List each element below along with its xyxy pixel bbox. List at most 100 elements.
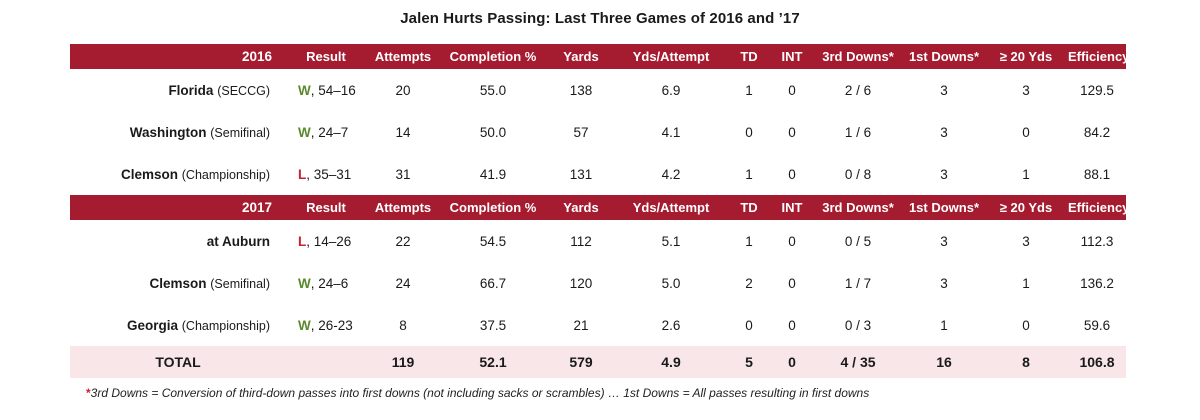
cell-completion-pct: 50.0	[479, 124, 507, 140]
cell-twenty-plus: 1	[1022, 275, 1030, 291]
cell-yards: 120	[569, 275, 593, 291]
total-twenty-plus: 8	[984, 346, 1068, 378]
cell-efficiency: 84.2	[1083, 124, 1111, 140]
cell-efficiency: 59.6	[1083, 317, 1111, 333]
total-int: 0	[772, 346, 812, 378]
cell-completion-pct: 41.9	[479, 166, 507, 182]
cell-completion-pct: 55.0	[479, 82, 507, 98]
total-row: TOTAL 119 52.1 579 4.9 5 0 4 / 35 16 8 1…	[70, 346, 1126, 378]
cell-completion-pct: 66.7	[479, 275, 507, 291]
column-header: Attempts	[366, 195, 440, 220]
cell-td: 0	[745, 124, 753, 140]
game-opponent: at Auburn	[206, 233, 270, 249]
win-marker: W	[298, 124, 311, 140]
game-cell: Clemson (Semifinal)	[70, 262, 286, 304]
cell-twenty-plus: 0	[1022, 124, 1030, 140]
column-header: Result	[286, 44, 366, 69]
cell-int: 0	[788, 275, 796, 291]
cell-third-downs: 1 / 7	[844, 275, 872, 291]
game-opponent: Washington	[129, 124, 207, 140]
cell-first-downs: 3	[940, 82, 948, 98]
column-header: Yards	[546, 195, 616, 220]
column-header: 1st Downs*	[904, 44, 984, 69]
loss-marker: L	[298, 233, 307, 249]
game-context: (Championship)	[181, 318, 270, 333]
column-header: INT	[772, 195, 812, 220]
cell-completion-pct: 37.5	[479, 317, 507, 333]
loss-marker: L	[298, 166, 307, 182]
cell-efficiency: 129.5	[1080, 82, 1114, 98]
cell-efficiency: 88.1	[1083, 166, 1111, 182]
cell-td: 0	[745, 317, 753, 333]
season-2017-section: 2017 Result Attempts Completion % Yards Yds/A…	[70, 195, 1129, 346]
game-row: Clemson (Championship) L, 35–31 31 41.9 131 4…	[70, 153, 1126, 195]
column-header: Attempts	[366, 44, 440, 69]
game-context: (Championship)	[181, 167, 270, 182]
cell-yds-per-attempt: 2.6	[661, 317, 681, 333]
cell-td: 2	[745, 275, 753, 291]
column-header: Yards	[546, 44, 616, 69]
win-marker: W	[298, 82, 311, 98]
cell-third-downs: 1 / 6	[844, 124, 872, 140]
result-cell: W, 24–7	[286, 111, 366, 153]
cell-first-downs: 3	[940, 166, 948, 182]
game-cell: Clemson (Championship)	[70, 153, 286, 195]
total-label: TOTAL	[70, 346, 286, 378]
cell-first-downs: 3	[940, 275, 948, 291]
footnote: *3rd Downs = Conversion of third-down pa…	[86, 386, 869, 400]
game-cell: Florida (SECCG)	[70, 69, 286, 111]
result-cell: L, 14–26	[286, 220, 366, 262]
game-context: (SECCG)	[217, 83, 270, 98]
cell-attempts: 14	[395, 124, 411, 140]
column-header: INT	[772, 44, 812, 69]
column-header: Efficiency	[1068, 195, 1129, 220]
cell-yards: 112	[570, 233, 592, 249]
column-header: ≥ 20 Yds	[984, 44, 1068, 69]
game-row: at Auburn L, 14–26 22 54.5 112 5.1 1 0 0 / 5 3 3 11…	[70, 220, 1126, 262]
column-header: 3rd Downs*	[812, 44, 904, 69]
result-cell: W, 26-23	[286, 304, 366, 346]
cell-td: 1	[745, 82, 753, 98]
cell-third-downs: 0 / 8	[844, 166, 872, 182]
column-header: 1st Downs*	[904, 195, 984, 220]
game-cell: Georgia (Championship)	[70, 304, 286, 346]
season-header-row: 2017 Result Attempts Completion % Yards Yds/A…	[70, 195, 1129, 220]
game-context: (Semifinal)	[210, 276, 270, 291]
cell-yds-per-attempt: 4.1	[661, 124, 681, 140]
cell-int: 0	[788, 124, 796, 140]
cell-int: 0	[788, 82, 796, 98]
cell-yds-per-attempt: 5.1	[661, 233, 681, 249]
total-td: 5	[726, 346, 772, 378]
result-score: , 35–31	[306, 166, 352, 182]
cell-twenty-plus: 3	[1022, 82, 1030, 98]
win-marker: W	[298, 275, 311, 291]
footnote-star: *	[86, 386, 91, 400]
column-header: Completion %	[440, 44, 546, 69]
total-third-downs: 4 / 35	[812, 346, 904, 378]
game-row: Florida (SECCG) W, 54–16 20 55.0 138 6.9 1 0 2 /…	[70, 69, 1126, 111]
cell-efficiency: 112.3	[1080, 233, 1114, 249]
column-header: TD	[726, 195, 772, 220]
season-2016-section: 2016 Result Attempts Completion % Yards Yds/A…	[70, 44, 1129, 195]
cell-attempts: 22	[395, 233, 411, 249]
cell-attempts: 31	[395, 166, 411, 182]
result-score: , 14–26	[306, 233, 352, 249]
total-yards: 579	[546, 346, 616, 378]
total-completion-pct: 52.1	[440, 346, 546, 378]
table-title: Jalen Hurts Passing: Last Three Games of…	[400, 10, 800, 27]
result-cell: L, 35–31	[286, 153, 366, 195]
column-header: Completion %	[440, 195, 546, 220]
game-row: Clemson (Semifinal) W, 24–6 24 66.7 120 5.0 2 0…	[70, 262, 1126, 304]
column-header: ≥ 20 Yds	[984, 195, 1068, 220]
column-header: Yds/Attempt	[616, 195, 726, 220]
column-header: 3rd Downs*	[812, 195, 904, 220]
cell-yards: 21	[573, 317, 589, 333]
cell-third-downs: 0 / 3	[844, 317, 872, 333]
win-marker: W	[298, 317, 311, 333]
cell-completion-pct: 54.5	[479, 233, 507, 249]
column-header: Yds/Attempt	[616, 44, 726, 69]
game-cell: at Auburn	[70, 220, 286, 262]
total-result	[286, 346, 366, 378]
game-context: (Semifinal)	[210, 125, 270, 140]
result-score: , 54–16	[310, 82, 356, 98]
